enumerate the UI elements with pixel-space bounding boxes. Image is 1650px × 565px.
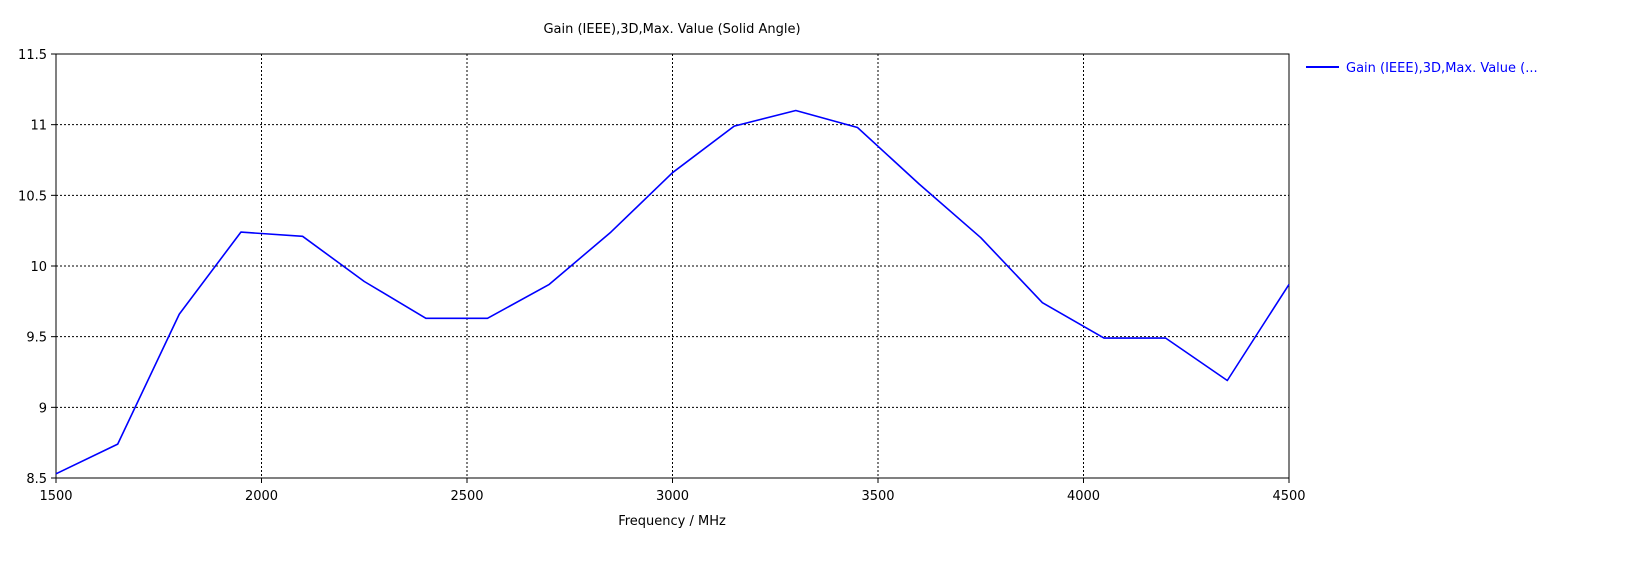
y-tick-label: 10.5 — [18, 189, 47, 204]
y-tick-label: 10 — [30, 260, 47, 275]
legend-label: Gain (IEEE),3D,Max. Value (... — [1346, 61, 1538, 76]
y-tick-label: 11 — [30, 119, 47, 134]
x-tick-label: 1500 — [39, 489, 72, 504]
chart-title: Gain (IEEE),3D,Max. Value (Solid Angle) — [543, 22, 800, 37]
x-tick-label: 2000 — [245, 489, 278, 504]
y-tick-label: 9.5 — [26, 331, 47, 346]
y-tick-label: 9 — [39, 401, 47, 416]
x-tick-label: 4000 — [1067, 489, 1100, 504]
x-tick-label: 2500 — [450, 489, 483, 504]
x-tick-label: 3000 — [656, 489, 689, 504]
x-tick-label: 4500 — [1272, 489, 1305, 504]
legend: Gain (IEEE),3D,Max. Value (... — [1306, 61, 1538, 76]
y-tick-label: 11.5 — [18, 48, 47, 63]
y-tick-label: 8.5 — [26, 472, 47, 487]
x-axis-label: Frequency / MHz — [618, 514, 726, 529]
x-tick-label: 3500 — [861, 489, 894, 504]
